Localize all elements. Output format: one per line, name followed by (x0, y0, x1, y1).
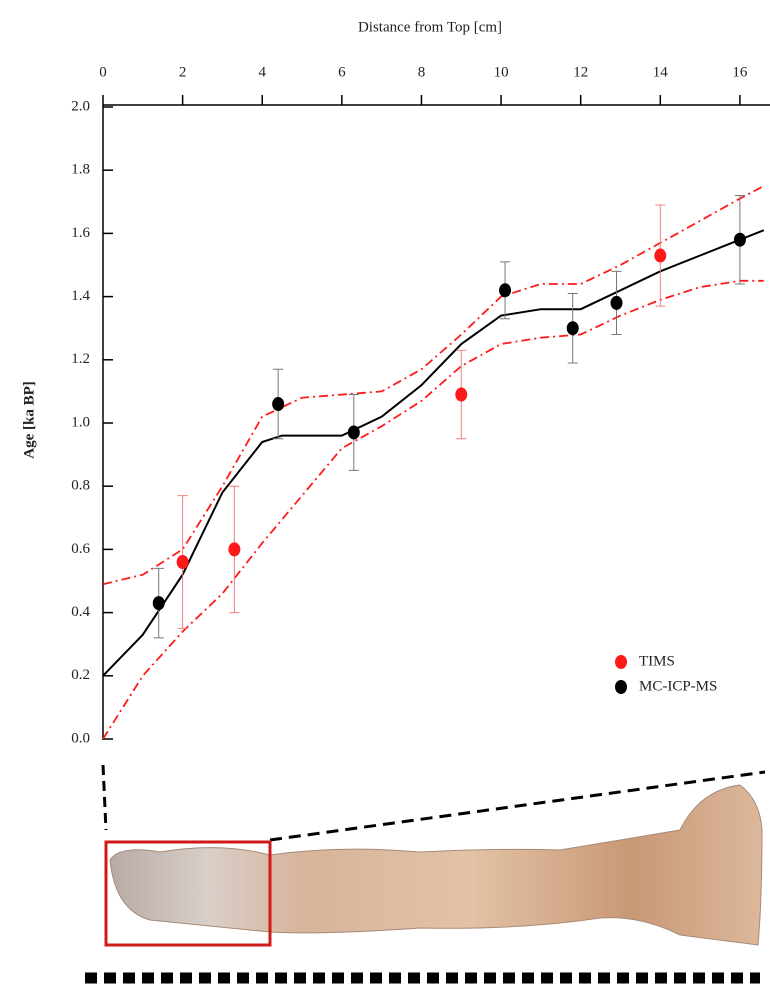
zoom-line (269, 770, 766, 842)
y-tick-label: 0.8 (71, 478, 90, 494)
data-point (272, 397, 285, 412)
data-point (610, 295, 623, 310)
data-point (152, 596, 165, 611)
data-point (654, 248, 667, 263)
legend-marker (615, 680, 627, 694)
x-tick-label: 16 (732, 64, 748, 80)
x-tick-label: 4 (258, 64, 266, 80)
y-tick-label: 1.2 (71, 351, 90, 367)
legend-label: TIMS (639, 653, 675, 669)
x-tick-label: 0 (99, 64, 107, 80)
x-tick-label: 10 (494, 64, 509, 80)
data-point (347, 425, 360, 440)
data-point (176, 555, 189, 570)
y-tick-label: 0.6 (71, 541, 90, 557)
zoom-line (101, 764, 108, 831)
y-tick-label: 1.0 (71, 414, 90, 430)
y-tick-label: 2.0 (71, 98, 90, 114)
x-axis-title: Distance from Top [cm] (358, 19, 502, 35)
y-tick-label: 0.0 (71, 730, 90, 746)
model-line (102, 279, 764, 740)
highlight-box (104, 840, 272, 947)
model-line (102, 229, 765, 677)
y-tick-label: 0.4 (71, 604, 90, 620)
specimen-photo (109, 784, 763, 946)
legend-marker (615, 655, 627, 669)
y-tick-label: 1.4 (71, 288, 90, 304)
data-point (228, 542, 241, 557)
data-point (733, 232, 746, 247)
y-tick-label: 1.6 (71, 225, 90, 241)
x-tick-label: 14 (653, 64, 669, 80)
y-tick-label: 0.2 (71, 667, 90, 683)
y-tick-label: 1.8 (71, 162, 90, 178)
x-tick-label: 6 (338, 64, 346, 80)
y-axis-title: Age [ka BP] (21, 381, 37, 459)
x-tick-label: 8 (418, 64, 426, 80)
data-point (455, 387, 468, 402)
legend-label: MC-ICP-MS (639, 678, 717, 694)
model-line (102, 185, 765, 586)
data-point (566, 321, 579, 336)
x-tick-label: 2 (179, 64, 187, 80)
data-point (499, 283, 512, 298)
x-tick-label: 12 (573, 64, 588, 80)
